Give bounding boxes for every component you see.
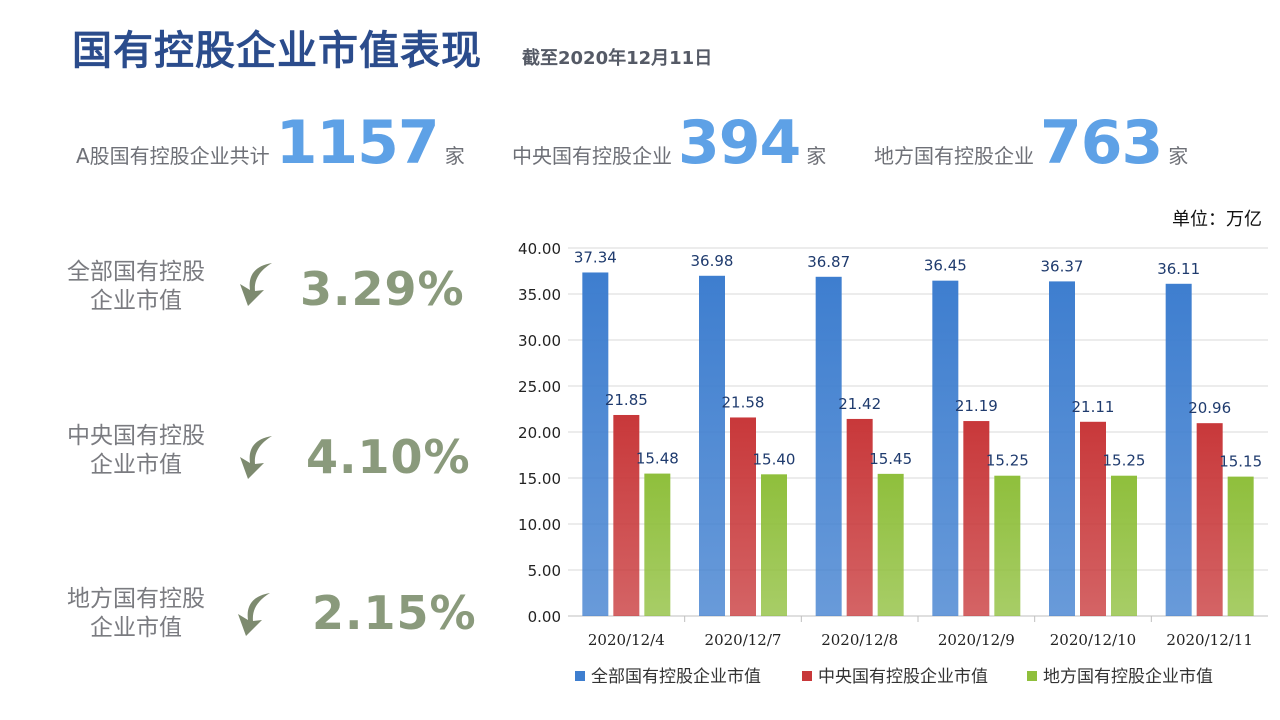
change-label-line1: 中央国有控股 [67, 423, 205, 449]
legend-label: 地方国有控股企业市值 [1043, 667, 1213, 687]
legend-label: 全部国有控股企业市值 [591, 667, 761, 687]
legend-item-all: 全部国有控股企业市值 [575, 662, 761, 687]
bar-local [877, 473, 904, 616]
bar-all [582, 272, 609, 616]
x-tick-label: 2020/12/7 [705, 631, 782, 649]
y-tick-label: 35.00 [518, 286, 561, 304]
bar-local [644, 473, 671, 616]
legend-swatch [575, 671, 585, 681]
x-tick-label: 2020/12/10 [1050, 631, 1136, 649]
stat-value: 763 [1040, 108, 1163, 178]
page-title: 国有控股企业市值表现 [72, 28, 482, 74]
data-label: 20.96 [1188, 399, 1231, 417]
bar-central [613, 414, 640, 616]
data-label: 15.40 [753, 450, 796, 468]
x-tick-label: 2020/12/9 [938, 631, 1015, 649]
market-value-bar-chart: 0.00 5.00 10.00 15.00 20.00 25.00 30.00 35.00 40… [518, 240, 1268, 649]
change-label-line1: 地方国有控股 [67, 586, 205, 612]
bar-local [1227, 476, 1254, 616]
data-label: 36.45 [924, 257, 967, 275]
stat-label: A股国有控股企业共计 [76, 144, 270, 168]
stat-label: 中央国有控股企业 [512, 144, 672, 168]
change-label-line1: 全部国有控股 [67, 259, 205, 285]
change-value-local: 2.15% [312, 586, 477, 640]
data-label: 37.34 [574, 248, 617, 266]
bar-local [994, 475, 1021, 616]
y-tick-label: 20.00 [518, 424, 561, 442]
unit-label: 单位：万亿 [1172, 209, 1262, 230]
x-tick-label: 2020/12/4 [588, 631, 665, 649]
stat-unit: 家 [1168, 144, 1189, 168]
stat-unit: 家 [444, 144, 465, 168]
stat-label: 地方国有控股企业 [874, 144, 1034, 168]
bar-all [815, 276, 842, 616]
curved-down-arrow-icon [240, 436, 272, 479]
data-label: 15.25 [986, 452, 1029, 470]
bar-all [932, 280, 959, 616]
y-tick-label: 5.00 [528, 562, 561, 580]
bar-all [1165, 283, 1192, 616]
curved-down-arrow-icon [238, 593, 270, 636]
stat-value: 1157 [275, 108, 440, 178]
change-label-line2: 企业市值 [90, 452, 182, 478]
y-tick-label: 10.00 [518, 516, 561, 534]
stat-local-enterprises: 地方国有控股企业 763 家 [874, 108, 1188, 178]
bar-central [963, 421, 990, 616]
data-label: 15.45 [869, 450, 912, 468]
data-label: 21.42 [838, 395, 881, 413]
y-tick-label: 0.00 [528, 608, 561, 626]
data-label: 21.85 [605, 391, 648, 409]
change-label-line2: 企业市值 [90, 615, 182, 641]
change-value-all: 3.29% [300, 262, 465, 316]
data-label: 15.15 [1219, 453, 1262, 471]
bar-local [1111, 475, 1137, 616]
y-tick-label: 15.00 [518, 470, 561, 488]
change-label-line2: 企业市值 [90, 288, 182, 314]
legend-label: 中央国有控股企业市值 [818, 667, 988, 687]
stat-value: 394 [678, 108, 801, 178]
bar-all [1049, 281, 1075, 616]
bar-central [846, 418, 873, 616]
y-tick-label: 40.00 [518, 240, 561, 258]
data-label: 15.25 [1103, 452, 1146, 470]
y-tick-label: 25.00 [518, 378, 561, 396]
bar-central [1196, 423, 1223, 616]
x-tick-label: 2020/12/8 [821, 631, 898, 649]
bar-central [1080, 421, 1106, 616]
y-tick-label: 30.00 [518, 332, 561, 350]
data-label: 36.98 [691, 252, 734, 270]
change-label-all: 全部国有控股 企业市值 [46, 258, 226, 316]
change-value-central: 4.10% [306, 430, 471, 484]
legend-swatch [802, 671, 812, 681]
x-tick-label: 2020/12/11 [1166, 631, 1252, 649]
page-subtitle: 截至2020年12月11日 [522, 48, 713, 69]
data-label: 36.87 [807, 253, 850, 271]
bar-local [761, 474, 787, 616]
curved-down-arrow-icon [240, 263, 272, 306]
data-label: 15.48 [636, 450, 679, 468]
data-label: 36.11 [1157, 260, 1200, 278]
change-label-central: 中央国有控股 企业市值 [46, 422, 226, 480]
data-label: 21.58 [722, 393, 765, 411]
legend-item-local: 地方国有控股企业市值 [1027, 662, 1213, 687]
stat-central-enterprises: 中央国有控股企业 394 家 [512, 108, 826, 178]
data-label: 36.37 [1041, 257, 1084, 275]
stat-total-enterprises: A股国有控股企业共计 1157 家 [76, 108, 465, 178]
data-label: 21.19 [955, 397, 998, 415]
bar-central [730, 417, 756, 616]
change-label-local: 地方国有控股 企业市值 [46, 585, 226, 643]
legend-swatch [1027, 671, 1037, 681]
bar-all [699, 275, 725, 616]
data-label: 21.11 [1072, 398, 1115, 416]
stat-unit: 家 [806, 144, 827, 168]
legend-item-central: 中央国有控股企业市值 [802, 662, 988, 687]
